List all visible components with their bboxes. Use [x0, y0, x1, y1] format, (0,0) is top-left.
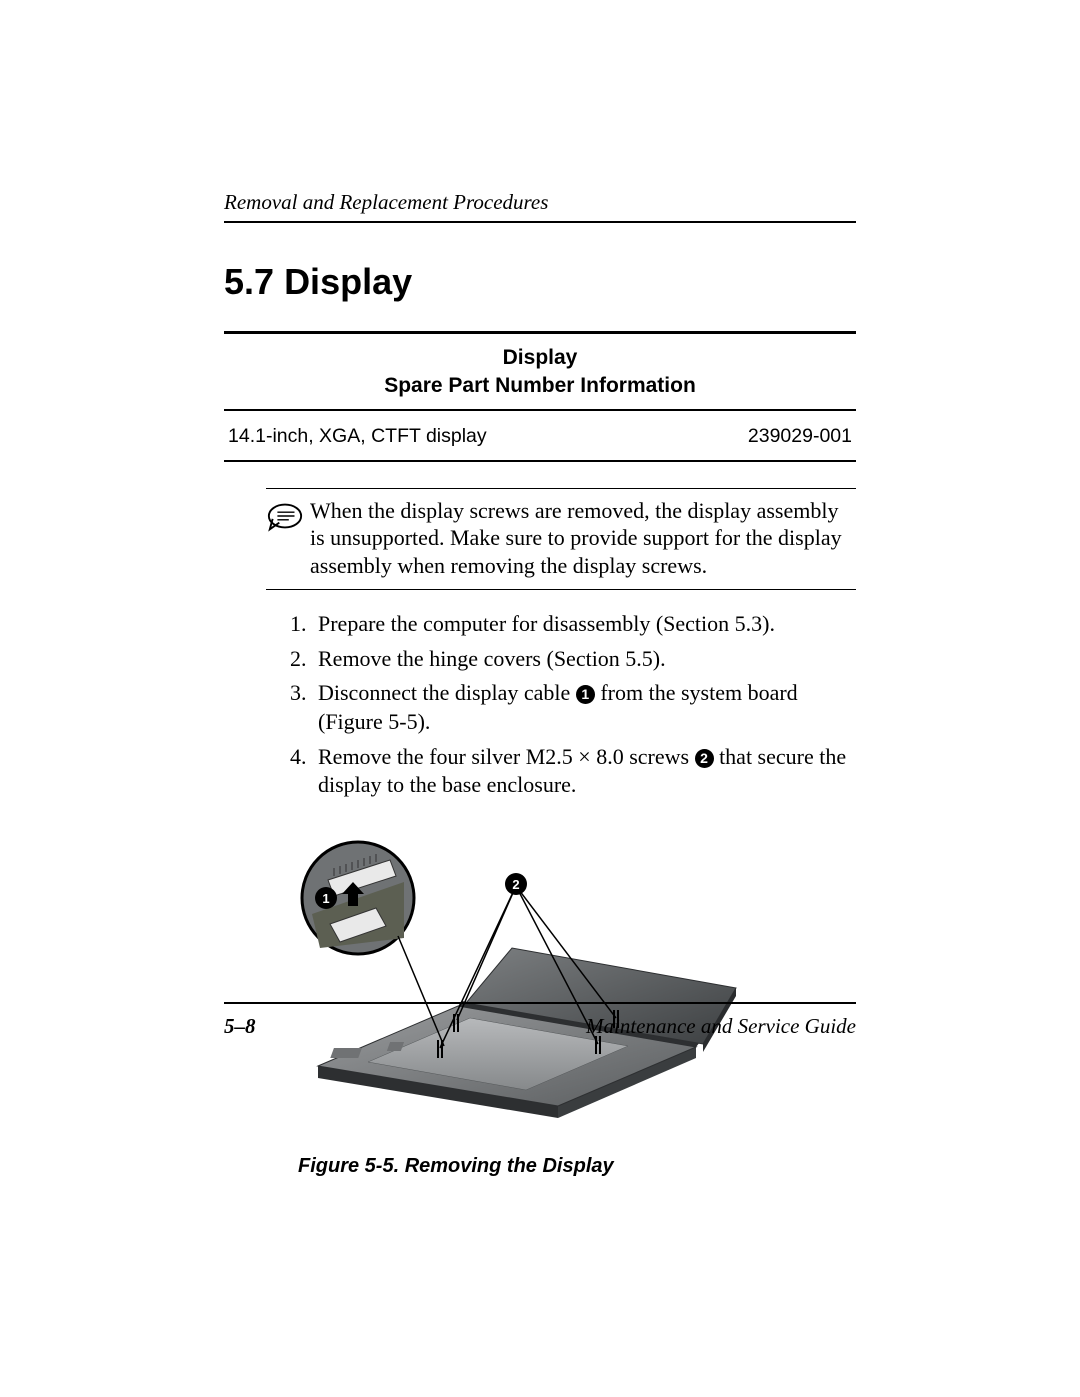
guide-title: Maintenance and Service Guide	[586, 1014, 856, 1039]
step-text-before: Disconnect the display cable	[318, 680, 576, 705]
spare-part-table-title: Display Spare Part Number Information	[224, 334, 856, 411]
page: Removal and Replacement Procedures 5.7 D…	[0, 0, 1080, 1397]
figure-caption: Figure 5-5. Removing the Display	[298, 1155, 856, 1178]
figure-illustration: 1 2	[298, 828, 738, 1128]
spare-part-table: Display Spare Part Number Information 14…	[224, 331, 856, 462]
list-item: Disconnect the display cable 1 from the …	[312, 679, 856, 736]
figure-callout-2: 2	[512, 877, 519, 892]
step-text: Prepare the computer for disassembly (Se…	[318, 611, 775, 636]
step-text: Remove the hinge covers (Section 5.5).	[318, 646, 666, 671]
section-title: Display	[284, 261, 412, 302]
list-item: Remove the hinge covers (Section 5.5).	[312, 645, 856, 674]
procedure-steps: Prepare the computer for disassembly (Se…	[266, 610, 856, 800]
note-text: When the display screws are removed, the…	[310, 497, 856, 580]
note-block: When the display screws are removed, the…	[266, 488, 856, 591]
table-title-line1: Display	[224, 344, 856, 372]
page-footer: 5–8 Maintenance and Service Guide	[224, 1002, 856, 1039]
page-number: 5–8	[224, 1014, 256, 1039]
running-header: Removal and Replacement Procedures	[224, 190, 856, 223]
step-text-before: Remove the four silver M2.5 × 8.0 screws	[318, 744, 695, 769]
list-item: Remove the four silver M2.5 × 8.0 screws…	[312, 743, 856, 800]
list-item: Prepare the computer for disassembly (Se…	[312, 610, 856, 639]
table-row: 14.1-inch, XGA, CTFT display 239029-001	[224, 411, 856, 462]
note-icon	[266, 497, 304, 535]
figure-callout-1: 1	[322, 891, 329, 906]
table-title-line2: Spare Part Number Information	[224, 372, 856, 400]
part-description: 14.1-inch, XGA, CTFT display	[228, 425, 487, 448]
section-number: 5.7	[224, 261, 274, 302]
callout-marker-2: 2	[695, 749, 714, 768]
part-number: 239029-001	[748, 425, 852, 448]
callout-marker-1: 1	[576, 685, 595, 704]
section-heading: 5.7 Display	[224, 261, 856, 303]
